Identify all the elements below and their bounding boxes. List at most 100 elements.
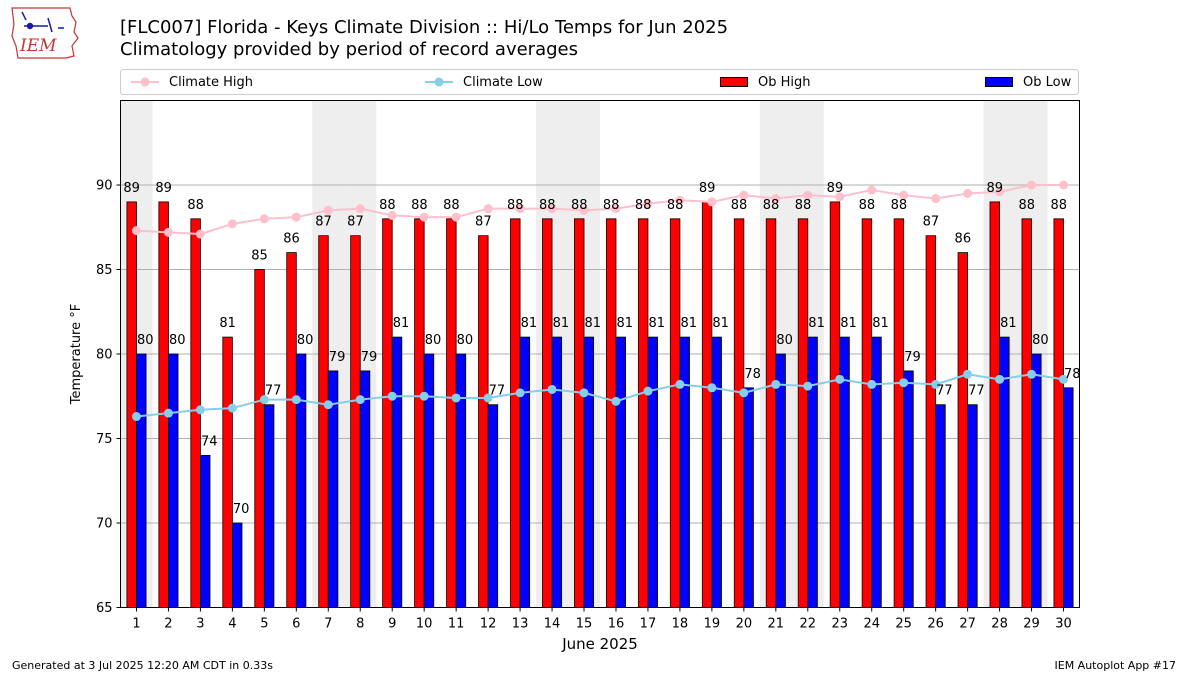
ob-low-bar xyxy=(487,404,499,608)
x-tick-label: 30 xyxy=(1055,617,1072,632)
ob-low-bar xyxy=(807,336,818,608)
legend-item-climate-low: Climate Low xyxy=(425,70,543,94)
ob-high-label: 88 xyxy=(571,198,588,213)
x-tick-label: 26 xyxy=(927,617,944,632)
x-tick-label: 20 xyxy=(736,617,753,632)
ob-low-label: 80 xyxy=(297,333,314,348)
ob-high-label: 88 xyxy=(859,198,876,213)
ob-low-label: 81 xyxy=(617,316,634,331)
climate-high-point xyxy=(643,199,653,209)
climate-low-point xyxy=(291,395,301,405)
climate-low-point xyxy=(515,388,525,398)
y-axis: 65 70 75 80 85 90 xyxy=(96,179,121,616)
x-tick-label: 10 xyxy=(416,617,433,632)
x-tick-label: 3 xyxy=(196,617,204,632)
ob-low-bar xyxy=(583,336,595,608)
climate-high-point xyxy=(387,210,397,220)
climate-low-point xyxy=(995,374,1005,384)
climate-high-point xyxy=(259,214,269,224)
ob-high-label: 88 xyxy=(795,198,812,213)
climate-high-point xyxy=(483,204,493,214)
ob-low-bar xyxy=(967,404,978,608)
ob-low-label: 77 xyxy=(489,384,506,399)
climate-low-point xyxy=(323,400,333,410)
chart-title: [FLC007] Florida - Keys Climate Division… xyxy=(120,17,729,38)
ob-high-bar xyxy=(893,218,905,608)
ob-high-bar xyxy=(989,201,1000,608)
legend: Climate High Climate Low Ob High Ob Low xyxy=(120,69,1079,95)
climate-low-point xyxy=(227,403,237,413)
ob-high-bar xyxy=(957,252,969,608)
x-tick-label: 28 xyxy=(991,617,1008,632)
ob-low-label: 81 xyxy=(521,316,538,331)
climate-high-point xyxy=(835,192,845,202)
climate-low-point xyxy=(419,391,429,401)
x-tick-label: 15 xyxy=(576,617,593,632)
climate-high-point xyxy=(867,185,877,195)
ob-high-bar xyxy=(1021,218,1032,608)
bar-value-labels: 89 89 88 81 85 86 87 87 88 88 88 87 88 88 88 88 88 88 89 88… xyxy=(123,181,1080,517)
climate-high-point xyxy=(291,212,301,222)
climate-high-point xyxy=(227,219,237,229)
ob-low-label: 79 xyxy=(329,350,346,365)
climate-low-point xyxy=(739,388,749,398)
ob-low-label: 78 xyxy=(744,367,761,382)
x-tick-label: 17 xyxy=(640,617,657,632)
x-axis-label: June 2025 xyxy=(561,635,638,653)
climate-low-point xyxy=(771,379,781,389)
climate-high-point xyxy=(355,204,365,214)
ob-high-bar xyxy=(254,269,265,608)
ob-low-label: 81 xyxy=(585,316,602,331)
climate-low-point xyxy=(355,395,365,405)
ob-low-bar xyxy=(200,454,211,608)
ob-low-bar xyxy=(551,336,563,608)
climate-high-point xyxy=(963,188,973,198)
ob-high-bar xyxy=(414,218,425,608)
ob-high-bar xyxy=(605,218,617,608)
ob-low-bar xyxy=(679,336,690,608)
ob-low-bar xyxy=(136,353,147,608)
x-tick-label: 19 xyxy=(704,617,721,632)
ob-low-bar xyxy=(391,336,403,608)
x-tick-label: 4 xyxy=(228,617,236,632)
footer-app: IEM Autoplot App #17 xyxy=(1054,659,1177,672)
ob-low-bar xyxy=(1031,353,1042,608)
climate-low-line xyxy=(136,373,1064,418)
climate-low-point xyxy=(931,379,941,389)
ob-low-bar xyxy=(743,387,754,608)
ob-low-label: 77 xyxy=(265,384,282,399)
ob-low-label: 81 xyxy=(872,316,889,331)
ob-high-label: 89 xyxy=(987,181,1004,196)
ob-low-label: 80 xyxy=(169,333,186,348)
climate-low-point xyxy=(899,378,909,388)
ob-high-bar xyxy=(765,218,777,608)
ob-high-label: 88 xyxy=(763,198,780,213)
y-tick-label: 85 xyxy=(96,263,113,278)
ob-low-label: 78 xyxy=(1064,367,1081,382)
climate-high-point xyxy=(995,187,1005,197)
ob-low-label: 81 xyxy=(553,316,570,331)
climate-high-point xyxy=(163,227,173,237)
x-tick-label: 6 xyxy=(292,617,300,632)
ob-low-bar xyxy=(647,336,658,608)
ob-low-bar xyxy=(775,353,786,608)
climate-lines-group xyxy=(131,180,1069,422)
ob-high-bar xyxy=(574,218,585,608)
ob-low-label: 80 xyxy=(1032,333,1049,348)
climate-low-point xyxy=(1027,369,1037,379)
ob-low-label: 81 xyxy=(840,316,857,331)
ob-low-label: 81 xyxy=(712,316,729,331)
x-tick-label: 12 xyxy=(480,617,497,632)
y-tick-label: 65 xyxy=(96,601,113,616)
ob-high-bar xyxy=(510,218,521,608)
ob-high-label: 86 xyxy=(283,232,300,247)
climate-high-point xyxy=(675,195,685,205)
x-tick-label: 24 xyxy=(863,617,880,632)
y-tick-label: 70 xyxy=(96,517,113,532)
climate-high-point xyxy=(323,205,333,215)
ob-high-label: 86 xyxy=(955,232,972,247)
climate-low-swatch xyxy=(425,77,453,87)
climate-high-point xyxy=(195,229,205,239)
ob-low-label: 80 xyxy=(776,333,793,348)
climate-high-line xyxy=(136,184,1064,236)
